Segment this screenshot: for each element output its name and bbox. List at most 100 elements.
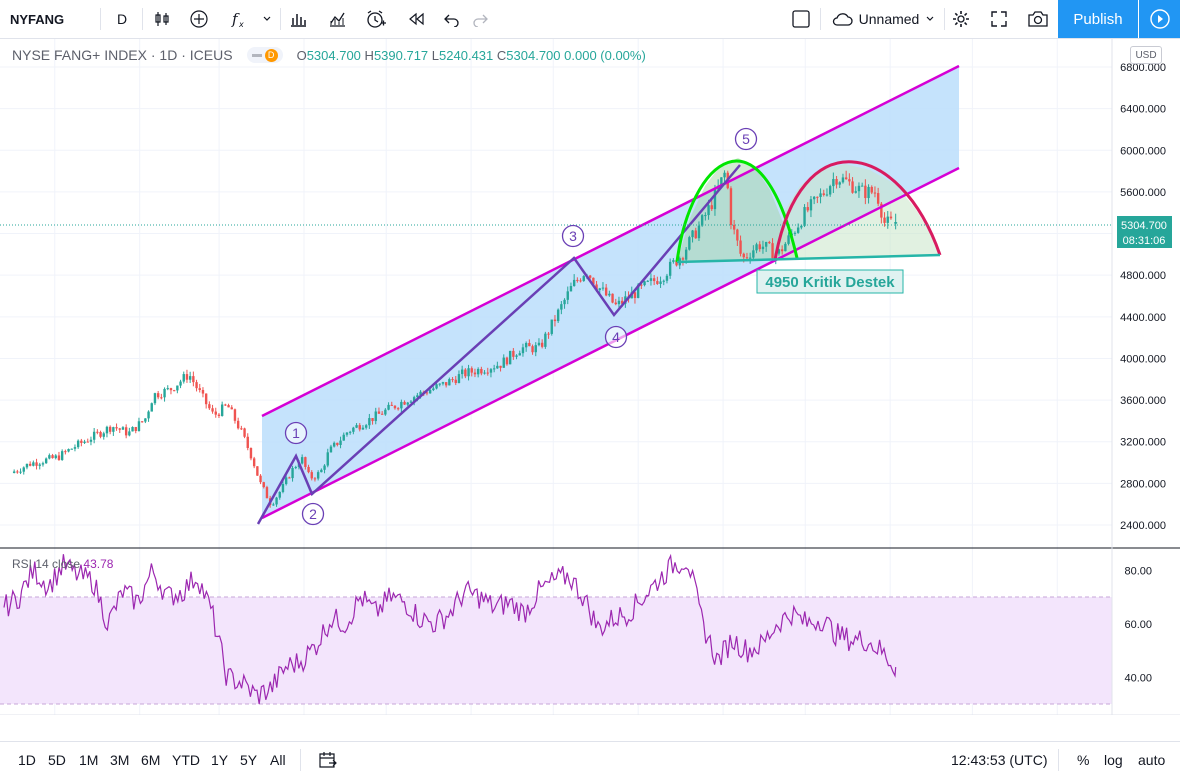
wave-label: 5 <box>742 131 750 147</box>
alert-button[interactable] <box>363 0 389 38</box>
candle-body <box>51 455 54 459</box>
price-tick-label: 2400.000 <box>1120 520 1166 532</box>
candle-body <box>518 353 521 356</box>
chart-type-button[interactable] <box>150 0 174 38</box>
candle-body <box>620 300 624 304</box>
candle-body <box>441 382 445 384</box>
candle-body <box>393 405 397 409</box>
financials-button[interactable] <box>286 0 310 38</box>
play-button[interactable] <box>1139 0 1180 38</box>
candle-body <box>780 249 784 252</box>
candle-body <box>25 463 29 468</box>
candle-body <box>521 347 525 354</box>
price-chart[interactable]: 1 2 3 4 5 4950 Kritik Destek 2400.000 2800.00… <box>0 39 1180 715</box>
candle-body <box>803 207 806 226</box>
candle-body <box>758 244 761 250</box>
candle-body <box>118 428 121 430</box>
candle-body <box>435 384 438 389</box>
range-1d[interactable]: 1D <box>18 742 36 778</box>
candle-body <box>876 193 880 204</box>
candle-body <box>403 401 406 405</box>
rsi-axis[interactable]: 40.00 60.00 80.00 <box>1124 565 1152 684</box>
settings-button[interactable] <box>948 0 974 38</box>
candle-body <box>524 342 528 348</box>
candle-body <box>467 368 470 377</box>
candle-body <box>563 299 566 305</box>
indicators-menu-button[interactable] <box>258 0 276 38</box>
range-6m[interactable]: 6M <box>141 742 160 778</box>
goto-date-button[interactable] <box>318 742 338 778</box>
log-toggle[interactable]: log <box>1104 742 1123 778</box>
series-title[interactable]: NYSE FANG+ INDEX · 1D · ICEUS <box>12 47 233 63</box>
candle-body <box>633 292 637 298</box>
price-tag-bg <box>1117 216 1172 248</box>
range-1y[interactable]: 1Y <box>211 742 228 778</box>
auto-toggle[interactable]: auto <box>1138 742 1165 778</box>
candle-body <box>732 224 736 230</box>
publish-button[interactable]: Publish <box>1058 0 1138 38</box>
candle-body <box>432 388 435 391</box>
candle-body <box>92 431 96 440</box>
candle-body <box>89 439 93 442</box>
candle-body <box>86 441 89 443</box>
support-annotation[interactable]: 4950 Kritik Destek <box>756 269 904 294</box>
candle-body <box>153 393 157 404</box>
range-ytd[interactable]: YTD <box>172 742 200 778</box>
candle-body <box>425 392 429 394</box>
range-5d[interactable]: 5D <box>48 742 66 778</box>
replay-button[interactable] <box>404 0 428 38</box>
fullscreen-select-button[interactable] <box>788 0 814 38</box>
candle-body <box>659 281 662 284</box>
wave-label: 3 <box>569 228 577 244</box>
candle-body <box>112 427 115 432</box>
clock[interactable]: 12:43:53 (UTC) <box>951 742 1047 778</box>
chevron-down-icon <box>926 16 934 21</box>
redo-button[interactable] <box>468 0 492 38</box>
percent-toggle[interactable]: % <box>1077 742 1089 778</box>
alarm-clock-icon <box>367 10 386 28</box>
channel-fill <box>262 66 959 518</box>
line-chart-icon <box>330 12 345 27</box>
candle-body <box>864 185 867 199</box>
candle-body <box>643 281 646 286</box>
candle-body <box>697 225 701 239</box>
candle-body <box>652 278 656 282</box>
price-tag-value: 5304.700 <box>1121 220 1167 232</box>
currency-badge[interactable]: USD <box>1130 46 1162 64</box>
close-value: 5304.700 <box>506 47 561 63</box>
wave-label: 2 <box>309 506 317 522</box>
symbol-search[interactable]: NYFANG <box>10 0 80 38</box>
price-axis[interactable]: 2400.000 2800.000 3200.000 3600.000 4000.000… <box>1120 62 1166 532</box>
range-3m[interactable]: 3M <box>110 742 129 778</box>
candle-body <box>336 442 339 445</box>
rsi-title[interactable]: RSI 14 close <box>12 557 81 571</box>
snapshot-button[interactable] <box>1024 0 1052 38</box>
fullscreen-button[interactable] <box>986 0 1012 38</box>
compare-button[interactable] <box>186 0 212 38</box>
interval-button[interactable]: D <box>108 0 136 38</box>
candle-body <box>672 260 675 262</box>
templates-button[interactable] <box>325 0 349 38</box>
candle-body <box>80 440 83 443</box>
divider <box>944 8 945 30</box>
candle-body <box>409 401 413 403</box>
candle-body <box>844 177 848 180</box>
candle-body <box>12 471 16 473</box>
range-all[interactable]: All <box>270 742 286 778</box>
range-5y[interactable]: 5Y <box>240 742 257 778</box>
candle-body <box>22 467 25 472</box>
candle-body <box>73 447 77 449</box>
gear-icon <box>953 11 969 27</box>
series-badge[interactable]: D <box>246 47 283 63</box>
candle-body <box>646 280 649 282</box>
candle-body <box>848 179 851 182</box>
candle-body <box>252 458 256 467</box>
open-value: 5304.700 <box>306 47 361 63</box>
range-1m[interactable]: 1M <box>79 742 98 778</box>
candle-body <box>608 293 611 296</box>
price-tick-label: 4000.000 <box>1120 353 1166 365</box>
undo-button[interactable] <box>440 0 464 38</box>
layout-menu[interactable]: Unnamed <box>826 0 940 38</box>
